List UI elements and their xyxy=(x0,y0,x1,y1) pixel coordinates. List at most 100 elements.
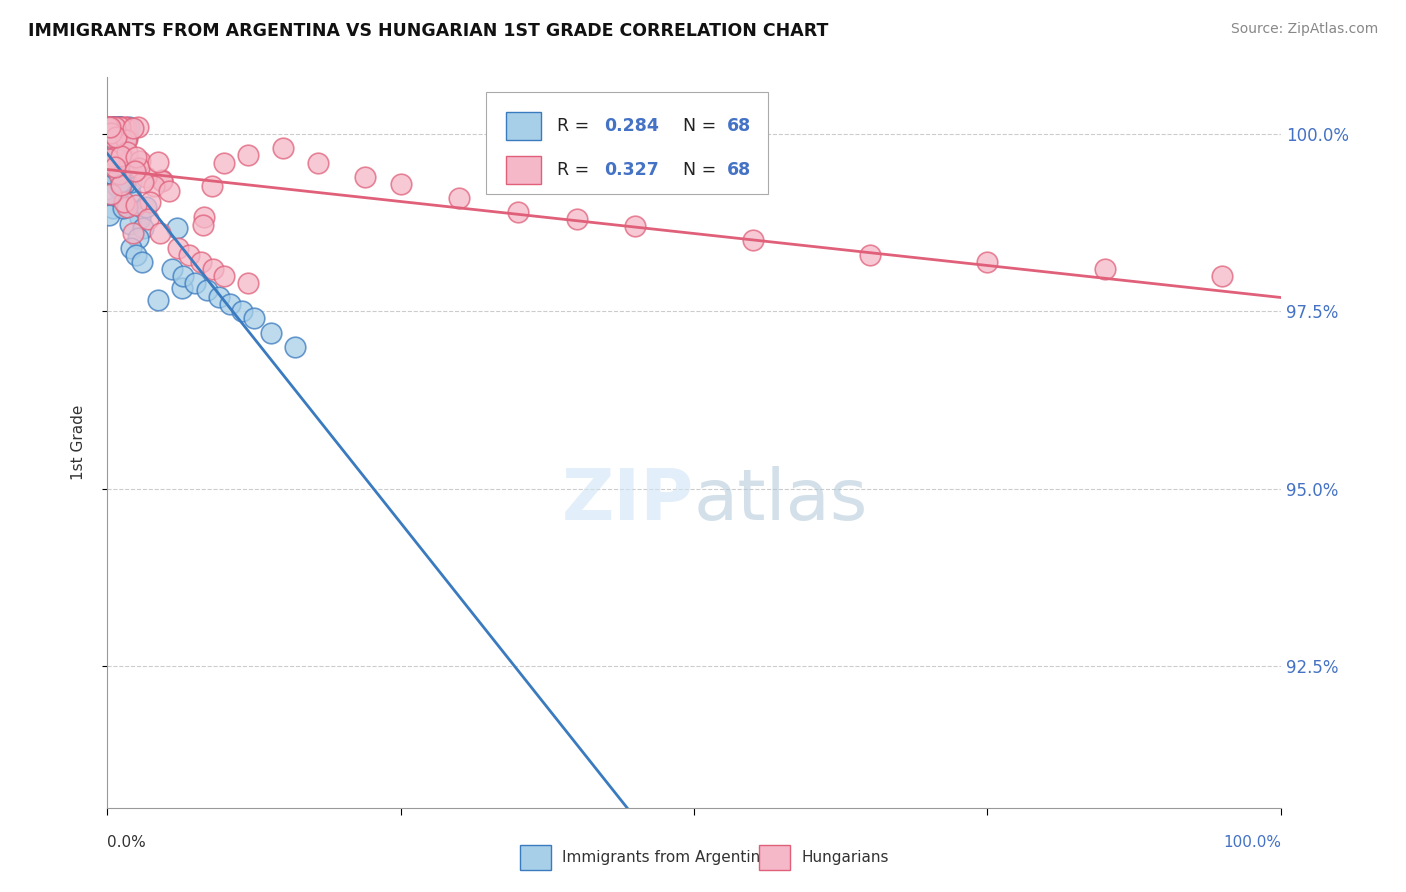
Point xyxy=(105,131,128,145)
Point xyxy=(231,304,253,318)
Point xyxy=(160,261,183,276)
Point xyxy=(101,201,124,215)
Point xyxy=(114,133,136,147)
Point xyxy=(103,120,125,134)
Point xyxy=(200,179,222,194)
Point xyxy=(127,231,149,245)
Point xyxy=(166,241,188,255)
Point xyxy=(108,120,131,134)
Point xyxy=(117,200,139,214)
Point xyxy=(190,254,212,268)
Point xyxy=(506,205,529,219)
Point xyxy=(112,120,135,134)
Text: IMMIGRANTS FROM ARGENTINA VS HUNGARIAN 1ST GRADE CORRELATION CHART: IMMIGRANTS FROM ARGENTINA VS HUNGARIAN 1… xyxy=(28,22,828,40)
Point xyxy=(236,276,259,290)
Text: Source: ZipAtlas.com: Source: ZipAtlas.com xyxy=(1230,22,1378,37)
Point xyxy=(103,120,125,134)
FancyBboxPatch shape xyxy=(506,156,541,184)
Point xyxy=(108,167,131,181)
Point xyxy=(139,195,162,210)
Point xyxy=(107,120,129,135)
Point xyxy=(129,211,152,225)
Point xyxy=(100,126,122,140)
Text: 0.0%: 0.0% xyxy=(107,835,146,849)
Point xyxy=(115,132,138,146)
Point xyxy=(104,130,127,145)
Point xyxy=(98,187,121,202)
Point xyxy=(114,176,136,190)
Point xyxy=(236,148,259,162)
Point xyxy=(354,169,377,184)
Text: R =: R = xyxy=(557,161,595,178)
Point xyxy=(97,120,120,134)
Point xyxy=(149,227,172,241)
Point xyxy=(110,178,132,193)
Point xyxy=(976,254,998,268)
Text: N =: N = xyxy=(683,161,723,178)
Text: Hungarians: Hungarians xyxy=(801,850,889,864)
Point xyxy=(179,248,201,262)
Point xyxy=(105,178,128,193)
Point xyxy=(101,129,124,144)
Point xyxy=(108,120,131,134)
Point xyxy=(128,161,150,176)
Point xyxy=(101,167,124,181)
Point xyxy=(105,176,128,190)
Point xyxy=(104,130,127,145)
Point xyxy=(219,297,242,311)
Point xyxy=(260,326,283,340)
Point xyxy=(143,178,166,193)
Point xyxy=(112,159,135,173)
Point xyxy=(105,155,128,169)
Text: atlas: atlas xyxy=(695,467,869,535)
Text: N =: N = xyxy=(683,117,723,135)
Point xyxy=(104,150,127,164)
Point xyxy=(103,120,125,134)
Point xyxy=(110,120,132,134)
Point xyxy=(859,248,882,262)
Point xyxy=(150,174,173,188)
Y-axis label: 1st Grade: 1st Grade xyxy=(72,405,86,480)
Point xyxy=(125,150,148,164)
Point xyxy=(146,293,169,307)
Point xyxy=(135,200,157,214)
Point xyxy=(152,173,174,187)
Point xyxy=(97,120,120,134)
Point xyxy=(108,182,131,196)
Text: Immigrants from Argentina: Immigrants from Argentina xyxy=(562,850,770,864)
Point xyxy=(117,200,139,214)
Point xyxy=(110,120,132,134)
Point xyxy=(103,156,125,170)
Point xyxy=(103,168,125,182)
Point xyxy=(97,133,120,147)
Point xyxy=(565,212,588,227)
Point xyxy=(105,137,128,152)
Point xyxy=(100,186,122,201)
Point xyxy=(172,268,194,283)
Point xyxy=(193,210,215,224)
Point xyxy=(271,141,294,155)
Text: 68: 68 xyxy=(727,117,751,135)
Point xyxy=(243,311,266,326)
Point xyxy=(136,212,159,227)
Point xyxy=(105,120,128,134)
Text: 0.327: 0.327 xyxy=(603,161,658,178)
Point xyxy=(624,219,647,234)
Point xyxy=(307,155,329,169)
Point xyxy=(117,153,139,168)
Point xyxy=(118,120,141,134)
Point xyxy=(112,201,135,215)
Point xyxy=(214,268,236,283)
Point xyxy=(389,177,412,191)
Point xyxy=(110,175,132,189)
Point xyxy=(100,144,122,158)
Point xyxy=(105,178,128,193)
Point xyxy=(110,149,132,163)
Point xyxy=(214,155,236,169)
Point xyxy=(132,175,155,189)
Point xyxy=(741,234,763,248)
Point xyxy=(118,217,141,231)
Point xyxy=(131,254,153,268)
Point xyxy=(195,283,218,297)
Point xyxy=(117,129,139,144)
